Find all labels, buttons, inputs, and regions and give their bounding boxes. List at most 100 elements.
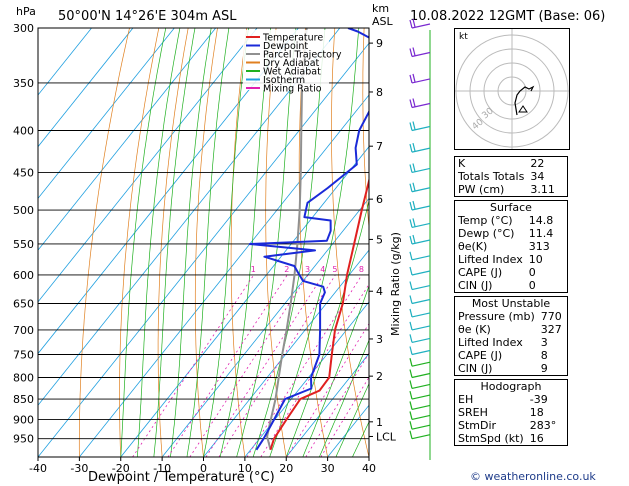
wind-barb-flag [409, 295, 413, 304]
temp-tick-label: -10 [153, 462, 171, 475]
km-tick-label: 9 [376, 37, 383, 50]
pressure-tick-label: 400 [13, 125, 34, 138]
legend-label: Dry Adiabat [263, 58, 320, 69]
hodo-row: StmDir 283° [458, 419, 557, 432]
legend-label: Parcel Trajectory [263, 50, 342, 61]
isotherm [244, 301, 369, 457]
dry-adiabat [157, 28, 189, 457]
surface-row: Dewp (°C) 11.4 [458, 227, 554, 240]
km-tick-label: LCL [376, 430, 397, 443]
wind-barb-flag [409, 122, 413, 131]
wind-barb-flag [412, 98, 416, 107]
km-tick-label: 7 [376, 140, 383, 153]
isotherm [203, 249, 369, 457]
legend-label: Mixing Ratio [263, 84, 322, 95]
wind-barb-flag [409, 219, 413, 228]
dry-adiabat [119, 28, 160, 457]
wind-barb [411, 424, 431, 430]
isotherm [161, 197, 369, 457]
pressure-tick-label: 700 [13, 324, 34, 337]
wind-barb [411, 51, 431, 58]
wind-barb [411, 102, 431, 109]
wind-barb-flag [409, 369, 413, 378]
temp-tick-label: 30 [321, 462, 335, 475]
wind-barb [411, 255, 431, 261]
wind-barb-flag [409, 390, 413, 400]
mixing-ratio-label: 3 [305, 265, 310, 274]
wind-barb-flag [409, 164, 413, 173]
wind-barb-flag [409, 321, 413, 331]
wind-barb [411, 125, 431, 132]
wind-barb-flag [409, 334, 413, 343]
mixing-ratio-label: 5 [332, 265, 337, 274]
pressure-tick-label: 550 [13, 238, 34, 251]
wind-barb-flag [409, 74, 413, 84]
mixing-ratio-label: 10 [372, 265, 382, 274]
wind-barb [411, 361, 431, 367]
wind-barb [411, 187, 431, 193]
wind-barb-flag [409, 235, 413, 245]
x-axis-label: Dewpoint / Temperature (°C) [88, 470, 275, 485]
hodograph-stats-title: Hodograph [480, 380, 542, 393]
wind-barb-flag [409, 358, 413, 367]
km-tick-label: 4 [376, 285, 383, 298]
wind-barb-flag [409, 48, 413, 57]
mixing-ratio-line [260, 283, 369, 457]
wind-barb-flag [409, 99, 413, 108]
legend-label: Dewpoint [263, 41, 308, 52]
wind-barb [411, 414, 431, 421]
mu-row: Pressure (mb) 770 [458, 310, 562, 323]
pressure-unit-label: hPa [16, 5, 36, 18]
isotherm [38, 28, 134, 148]
temp-tick-label: 10 [238, 462, 252, 475]
wet-adiabat [186, 28, 230, 457]
mu-row: CAPE (J) 8 [458, 349, 548, 362]
parcel-trajectory-line [266, 28, 308, 451]
mixing-ratio-line [218, 274, 336, 457]
wet-adiabat [170, 28, 212, 457]
pressure-tick-label: 350 [13, 77, 34, 90]
temp-tick-label: -20 [112, 462, 130, 475]
wind-barb [411, 270, 431, 276]
location-title: 50°00'N 14°26'E 304m ASL [58, 9, 237, 24]
index-row: Totals Totals 34 [458, 170, 545, 183]
wind-barb-flag [412, 73, 416, 83]
copyright: © weatheronline.co.uk [470, 470, 596, 483]
temp-tick-label: 40 [362, 462, 376, 475]
mixing-ratio-line [246, 274, 363, 457]
most-unstable-table: Most Unstable Pressure (mb) 770 θe (K) 327… [454, 296, 568, 376]
wind-barb [411, 147, 431, 153]
wind-barb [411, 78, 431, 84]
wind-barb-flag [409, 201, 413, 211]
wind-barb-flag [409, 183, 413, 192]
km-tick-label: 2 [376, 370, 383, 383]
surface-title: Surface [490, 201, 532, 214]
most-unstable-title: Most Unstable [471, 297, 551, 310]
km-tick-label: 5 [376, 233, 383, 246]
wind-barb [411, 404, 431, 411]
hodo-ring-label-30: 30 [481, 106, 496, 121]
mixing-ratio-label: 1 [251, 265, 256, 274]
legend-label: Wet Adiabat [263, 67, 321, 78]
wind-barb [411, 349, 431, 356]
wet-adiabat [153, 28, 196, 457]
dry-adiabat [362, 28, 369, 232]
wind-barb [411, 23, 431, 29]
wind-barb-flag [409, 266, 413, 276]
wind-barb-flag [409, 401, 413, 410]
wind-barb-flag [412, 234, 416, 244]
wind-barb-flag [409, 143, 413, 153]
wind-barb [411, 312, 431, 318]
wind-barb-flag [412, 142, 416, 152]
isotherm [38, 28, 217, 251]
hodograph-svg: kt 40 30 [455, 29, 569, 149]
wind-barb-flag [409, 430, 413, 439]
mu-row: θe (K) 327 [458, 323, 562, 336]
km-tick-label: 6 [376, 193, 383, 206]
wind-barb-flag [412, 47, 416, 56]
pressure-tick-label: 600 [13, 269, 34, 282]
hodo-ring-label-40: 40 [471, 117, 486, 132]
wind-barb [411, 205, 431, 211]
mixing-ratio-label: 4 [320, 265, 325, 274]
